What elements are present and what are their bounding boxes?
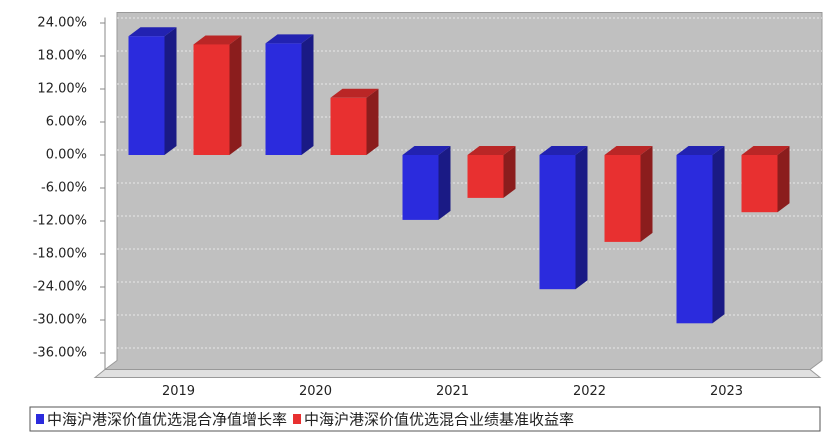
bar-top — [193, 35, 242, 45]
y-tick-label: -6.00% — [41, 181, 87, 196]
y-tick-label: -30.00% — [33, 313, 87, 328]
y-tick-label: 18.00% — [37, 49, 87, 64]
bar-side — [640, 146, 653, 242]
x-tick-label: 2023 — [710, 384, 743, 399]
bar — [467, 155, 504, 198]
plot-floor — [93, 369, 822, 378]
bar-top — [467, 146, 516, 155]
y-tick-label: 12.00% — [37, 82, 87, 97]
bar-top — [604, 146, 653, 155]
bar-top — [330, 88, 379, 98]
y-tick-label: -24.00% — [33, 280, 87, 295]
bar-top — [676, 146, 725, 155]
bar-side — [438, 146, 451, 220]
bar-side — [503, 146, 516, 198]
x-tick-label: 2021 — [436, 384, 469, 399]
bar — [539, 155, 576, 290]
legend-label: 中海沪港深价值优选混合业绩基准收益率 — [304, 411, 574, 429]
x-tick-label: 2022 — [573, 384, 606, 399]
bar-top — [265, 34, 314, 44]
bar — [265, 43, 302, 155]
bar-side — [575, 146, 588, 290]
legend-box — [29, 406, 821, 432]
bar-side — [777, 146, 790, 213]
bar-side — [164, 27, 177, 156]
y-tick-label: -36.00% — [33, 346, 87, 361]
x-tick-label: 2019 — [162, 384, 195, 399]
bar-side — [712, 146, 725, 324]
bar-side — [229, 35, 242, 156]
bar — [402, 155, 439, 220]
bar — [676, 155, 713, 324]
legend-label: 中海沪港深价值优选混合净值增长率 — [47, 411, 287, 429]
y-tick-label: 0.00% — [46, 148, 87, 163]
legend-swatch — [293, 414, 302, 424]
x-tick-label: 2020 — [299, 384, 332, 399]
y-tick-label: -12.00% — [33, 214, 87, 229]
bar-side — [301, 34, 314, 155]
legend-swatch — [36, 414, 44, 424]
bar-top — [539, 146, 588, 155]
bar — [128, 36, 165, 156]
bar-top — [128, 27, 177, 37]
y-tick-label: -18.00% — [33, 247, 87, 262]
bar-side — [366, 88, 379, 155]
bar-top — [741, 146, 790, 155]
bar — [330, 97, 367, 155]
y-tick-label: 6.00% — [46, 115, 87, 130]
bar — [193, 44, 230, 156]
bar — [741, 155, 778, 213]
bar-top — [402, 146, 451, 155]
bar — [604, 155, 641, 242]
y-tick-label: 24.00% — [37, 16, 87, 31]
